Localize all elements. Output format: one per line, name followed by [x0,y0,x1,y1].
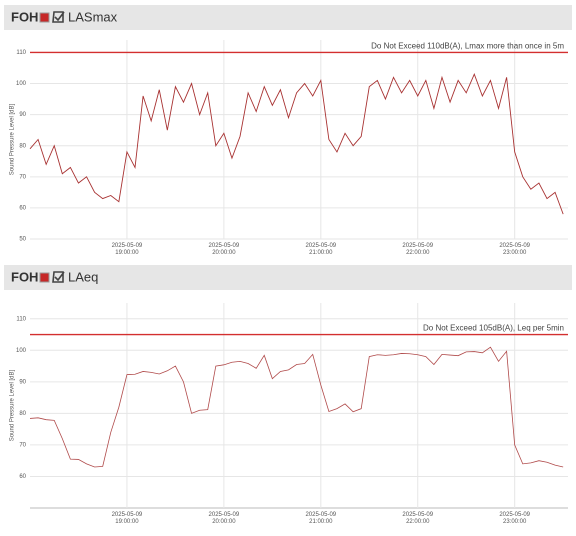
color-swatch [39,12,50,23]
x-tick-label-line: 2025-05-09 [305,512,336,518]
x-tick-label-line: 21:00:00 [309,519,333,525]
x-tick-label: 2025-05-09 23:00:00 [499,243,530,256]
limit-label: Do Not Exceed 105dB(A), Leq per 5min [423,324,564,333]
x-tick-label: 2025-05-09 20:00:00 [209,512,240,525]
y-tick-label: 90 [19,112,26,118]
x-tick-label-line: 2025-05-09 [305,243,336,249]
y-tick-label: 60 [19,474,26,480]
x-tick-label-line: 2025-05-09 [499,243,530,249]
x-tick-label-line: 2025-05-09 [112,243,143,249]
panel-header: FOH LAeq [4,265,572,290]
x-tick-label-line: 2025-05-09 [209,243,240,249]
header-bar [4,265,572,290]
x-tick-label-line: 2025-05-09 [402,243,433,249]
y-tick-label: 80 [19,143,26,149]
x-tick-label-line: 21:00:00 [309,250,333,256]
x-tick-label: 2025-05-09 22:00:00 [402,512,433,525]
x-tick-label-line: 22:00:00 [406,519,430,525]
y-axis-label: Sound Pressure Level [dB] [10,369,16,441]
color-swatch [39,272,50,283]
x-tick-label-line: 23:00:00 [503,250,527,256]
y-tick-label: 110 [16,50,26,56]
x-tick-label-line: 22:00:00 [406,250,430,256]
x-tick-label: 2025-05-09 19:00:00 [112,243,143,256]
y-tick-label: 50 [19,237,26,243]
header-bar [4,5,572,30]
y-tick-label: 110 [16,316,26,322]
x-tick-label-line: 23:00:00 [503,519,527,525]
data-line [29,72,564,215]
x-tick-label-line: 19:00:00 [115,250,139,256]
panel-title: FOH [11,269,38,284]
x-tick-label-line: 2025-05-09 [112,512,143,518]
x-tick-label-line: 2025-05-09 [499,512,530,518]
chart-title: LASmax [68,9,118,24]
x-tick-label-line: 2025-05-09 [209,512,240,518]
x-tick-label-line: 20:00:00 [212,250,236,256]
y-axis-label: Sound Pressure Level [dB] [10,103,16,175]
panel-header: FOH LASmax [4,5,572,30]
x-tick-label-line: 19:00:00 [115,519,139,525]
y-tick-label: 100 [16,81,27,87]
y-tick-label: 80 [19,411,26,417]
chart-title: LAeq [68,269,98,284]
x-tick-label-line: 20:00:00 [212,519,236,525]
x-tick-label: 2025-05-09 23:00:00 [499,512,530,525]
x-tick-label-line: 2025-05-09 [402,512,433,518]
x-tick-label: 2025-05-09 19:00:00 [112,512,143,525]
checkbox-icon[interactable] [52,271,65,283]
y-tick-label: 70 [19,443,26,449]
x-tick-label: 2025-05-09 21:00:00 [305,243,336,256]
x-tick-label: 2025-05-09 20:00:00 [209,243,240,256]
y-tick-label: 100 [16,348,27,354]
x-tick-label: 2025-05-09 22:00:00 [402,243,433,256]
x-tick-label: 2025-05-09 21:00:00 [305,512,336,525]
data-line [29,346,564,468]
y-tick-label: 90 [19,379,26,385]
limit-label: Do Not Exceed 110dB(A), Lmax more than o… [371,42,564,51]
checkbox-icon[interactable] [52,11,65,23]
y-tick-label: 60 [19,205,26,211]
panel-title: FOH [11,9,38,24]
y-tick-label: 70 [19,174,26,180]
